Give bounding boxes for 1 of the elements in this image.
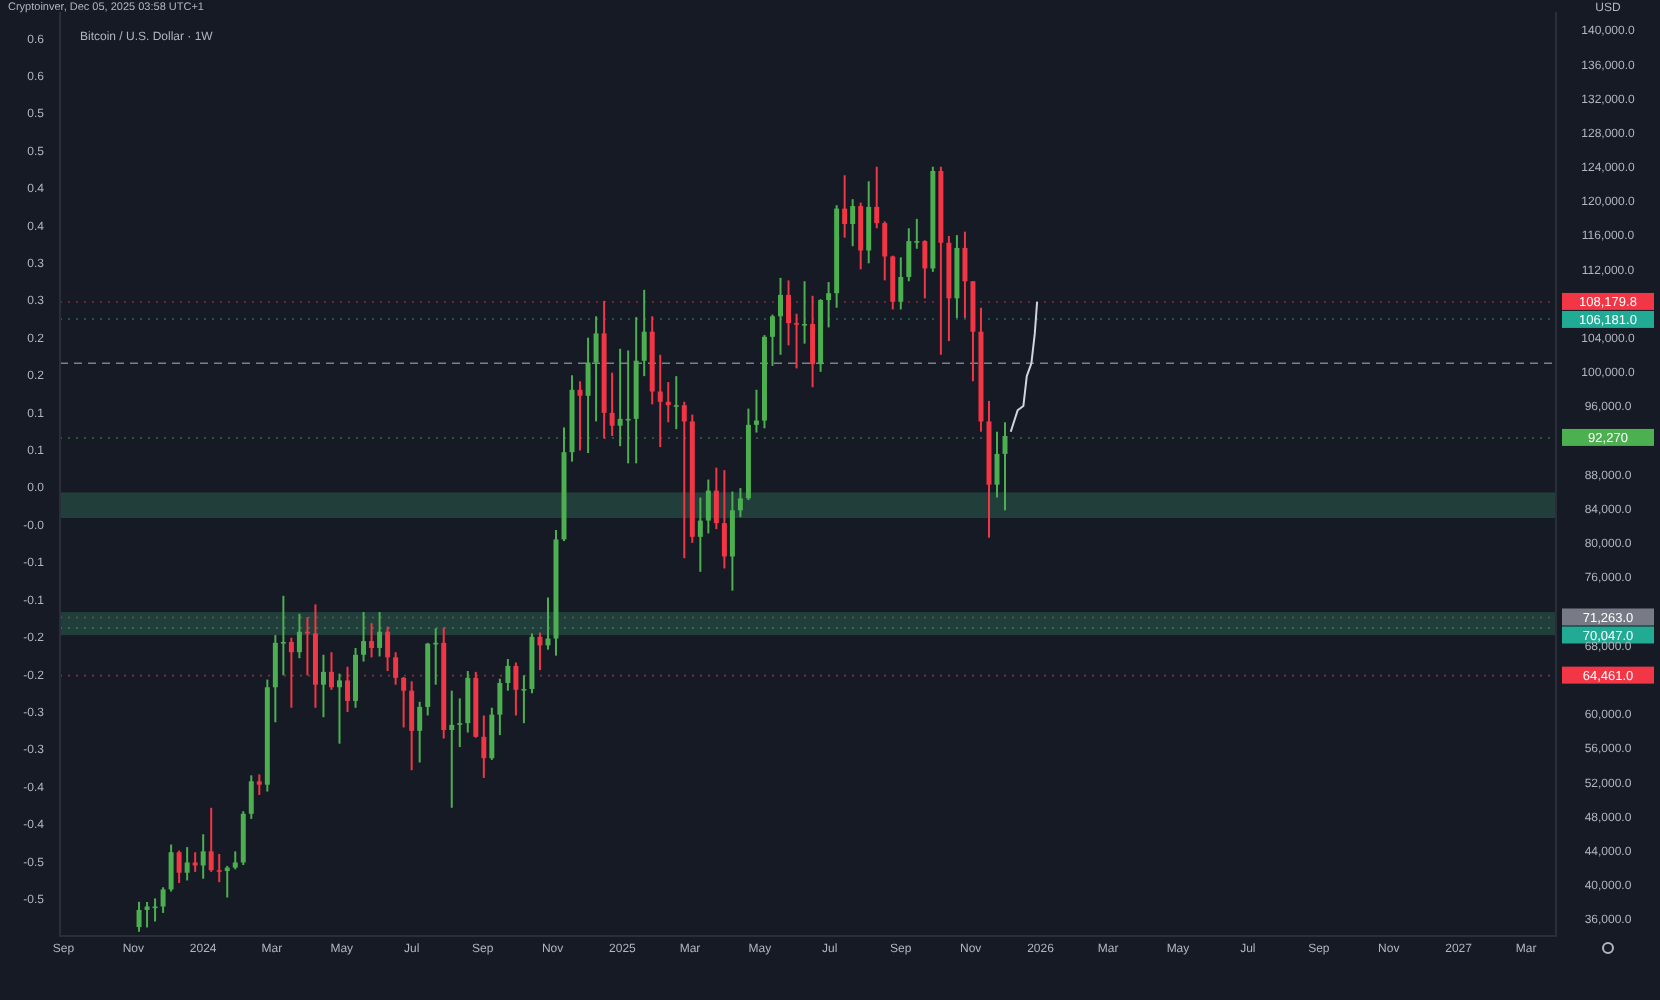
line-series <box>1009 300 1039 433</box>
